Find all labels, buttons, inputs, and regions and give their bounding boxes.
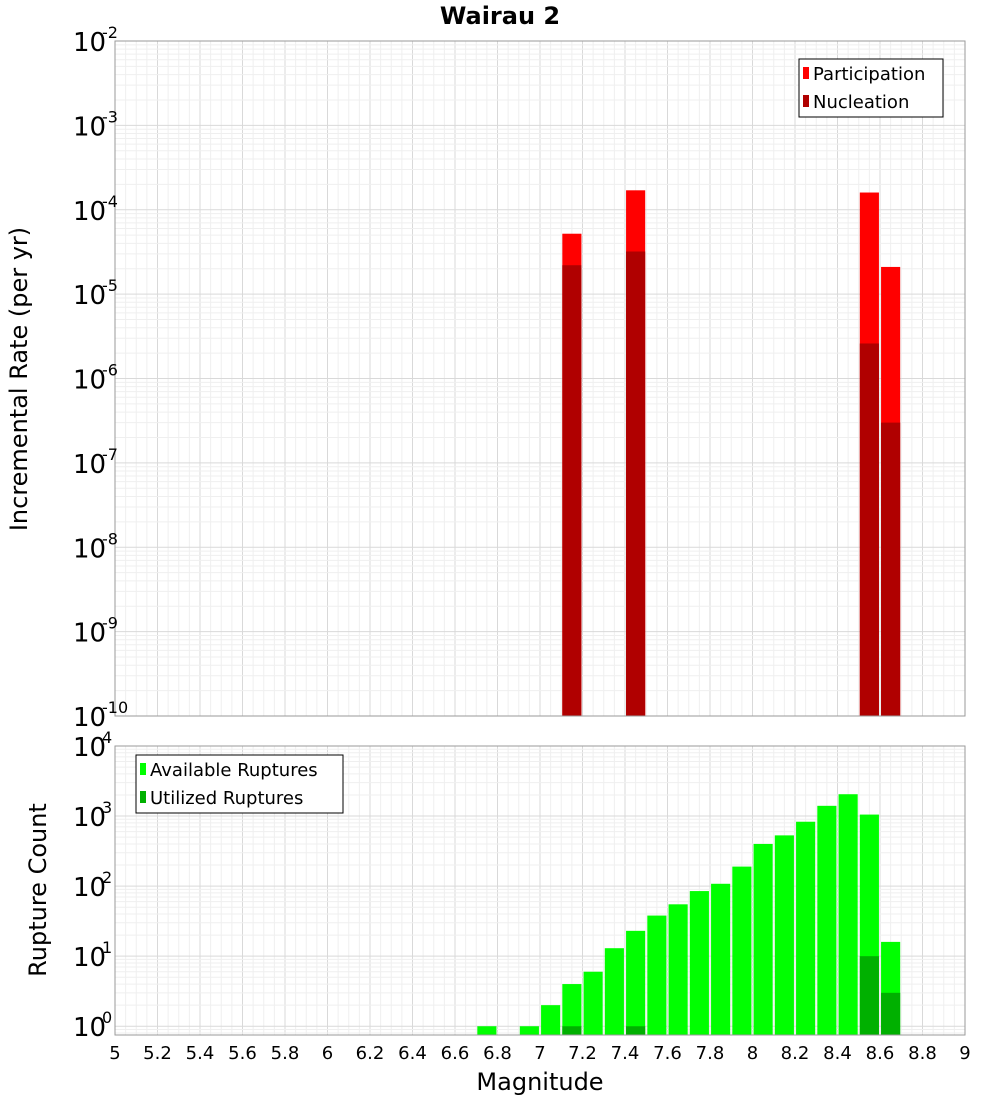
x-tick-label: 5 [109,1043,120,1064]
bottom-legend-box [135,754,344,814]
bar-nucleation [562,265,582,716]
x-tick-label: 5.8 [271,1043,300,1064]
y-tick-label: 10 [73,943,106,973]
x-tick-label: 7 [534,1043,545,1064]
y-tick-label: 10 [73,703,106,733]
bar-available-ruptures [562,984,582,1035]
bar-available-ruptures [604,948,624,1035]
bar-utilized-ruptures [626,1026,646,1035]
y-tick-exponent: -4 [102,192,118,211]
y-tick-exponent: -5 [102,276,118,295]
top-y-axis-label: Incremental Rate (per yr) [5,227,33,531]
x-axis-label: Magnitude [476,1068,603,1096]
y-tick-label: 10 [73,1013,106,1043]
x-tick-label: 5.2 [143,1043,172,1064]
top-legend: Participation Nucleation [798,58,944,118]
x-tick-label: 7.8 [696,1043,725,1064]
bar-available-ruptures [689,891,709,1035]
y-tick-exponent: -6 [102,361,118,380]
y-tick-label: 10 [73,281,106,311]
bar-available-ruptures [711,883,731,1035]
bar-nucleation [881,422,901,716]
plot-frame-1 [114,745,966,1036]
y-tick-label: 10 [73,733,106,763]
y-tick-exponent: 4 [102,728,112,747]
y-tick-label: 10 [73,619,106,649]
y-tick-exponent: -10 [102,698,128,717]
y-tick-exponent: -2 [102,23,118,42]
x-tick-label: 6 [322,1043,333,1064]
legend-label-participation: Participation [813,64,925,85]
y-tick-label: 10 [73,112,106,142]
y-tick-exponent: -3 [102,107,118,126]
bar-available-ruptures [583,971,603,1035]
y-tick-label: 10 [73,873,106,903]
bar-nucleation [859,343,879,716]
bar-available-ruptures [753,843,773,1035]
y-tick-exponent: 1 [102,938,112,957]
bar-available-ruptures [626,930,646,1035]
y-tick-label: 10 [73,28,106,58]
legend-swatch-available [140,763,146,775]
y-tick-label: 10 [73,450,106,480]
chart-title: Wairau 2 [440,2,560,30]
x-tick-label: 7.2 [568,1043,597,1064]
x-tick-label: 6.8 [483,1043,512,1064]
bar-utilized-ruptures [881,992,901,1035]
x-tick-label: 8.4 [823,1043,852,1064]
bar-available-ruptures [647,915,667,1035]
x-tick-label: 8.6 [866,1043,895,1064]
bar-available-ruptures [541,1005,561,1035]
legend-label-available: Available Ruptures [150,760,318,781]
y-tick-exponent: -9 [102,614,118,633]
legend-swatch-utilized [140,791,146,803]
x-tick-label: 6.2 [356,1043,385,1064]
x-tick-label: 6.6 [441,1043,470,1064]
bar-available-ruptures [732,866,752,1035]
legend-label-nucleation: Nucleation [813,92,909,113]
x-tick-label: 8 [747,1043,758,1064]
x-tick-label: 7.4 [611,1043,640,1064]
bottom-y-axis-label: Rupture Count [24,803,52,977]
bar-available-ruptures [838,794,858,1035]
x-tick-label: 8.2 [781,1043,810,1064]
x-tick-label: 6.4 [398,1043,427,1064]
y-tick-exponent: 3 [102,798,112,817]
bar-available-ruptures [817,805,837,1035]
bar-available-ruptures [668,904,688,1035]
top-legend-box [798,58,944,118]
bottom-legend: Available Ruptures Utilized Ruptures [135,754,344,814]
y-tick-label: 10 [73,803,106,833]
bar-available-ruptures [477,1026,497,1035]
y-tick-label: 10 [73,366,106,396]
bar-available-ruptures [774,835,794,1035]
y-tick-exponent: 0 [102,1008,112,1027]
y-tick-exponent: 2 [102,868,112,887]
x-tick-label: 5.6 [228,1043,257,1064]
bar-utilized-ruptures [859,956,879,1035]
y-tick-label: 10 [73,197,106,227]
x-tick-label: 5.4 [186,1043,215,1064]
legend-swatch-participation [803,67,809,79]
bar-available-ruptures [519,1026,539,1035]
x-tick-label: 7.6 [653,1043,682,1064]
x-tick-label: 9 [959,1043,970,1064]
bar-nucleation [626,251,646,716]
bar-available-ruptures [796,821,816,1035]
x-tick-label: 8.8 [908,1043,937,1064]
bar-utilized-ruptures [562,1026,582,1035]
legend-swatch-nucleation [803,95,809,107]
y-tick-exponent: -7 [102,445,118,464]
legend-label-utilized: Utilized Ruptures [150,788,303,809]
plot-frame-0 [114,40,966,717]
y-tick-exponent: -8 [102,529,118,548]
y-tick-label: 10 [73,534,106,564]
